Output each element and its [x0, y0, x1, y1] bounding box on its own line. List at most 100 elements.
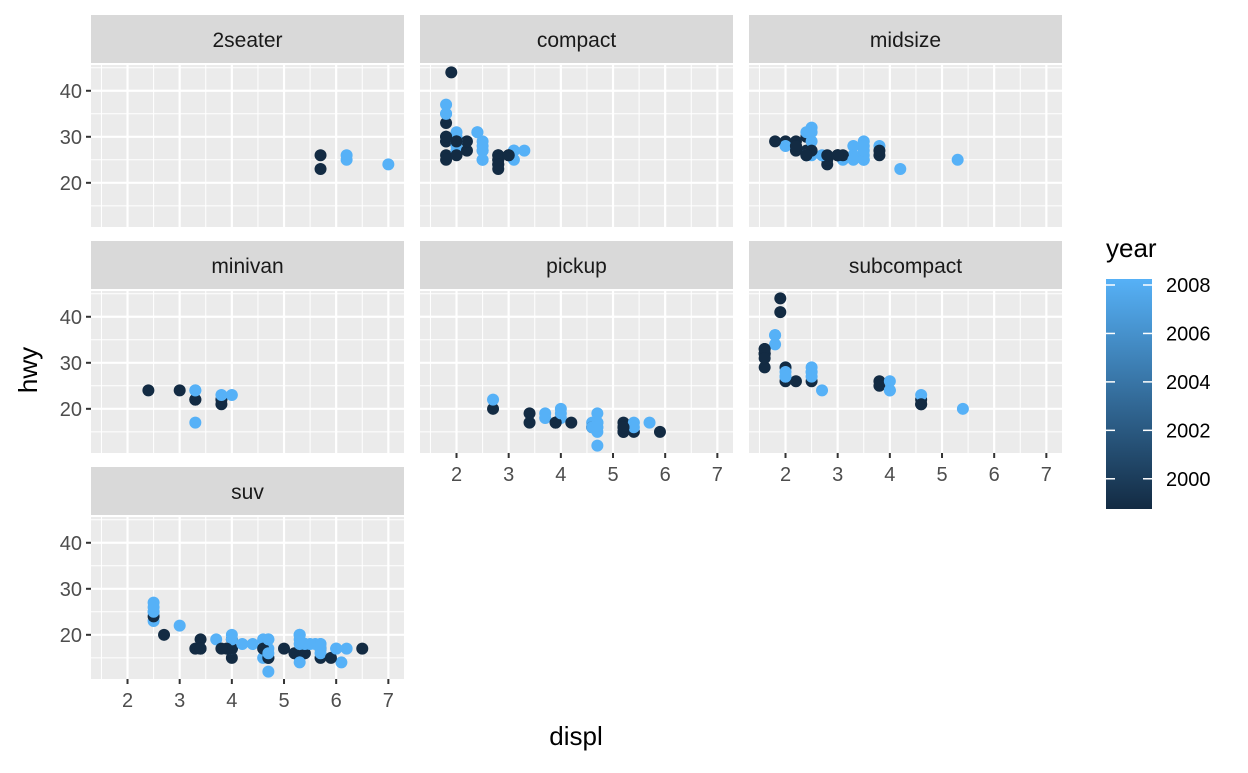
- y-tick-label: 40: [60, 533, 82, 555]
- y-tick-label: 20: [60, 399, 82, 421]
- facet-panel-pickup: pickup 2 3 4 5 6 7: [420, 241, 733, 486]
- data-point: [147, 605, 160, 618]
- x-tick-label: 5: [278, 690, 289, 712]
- data-point: [340, 642, 353, 655]
- data-point: [225, 628, 238, 641]
- data-point: [758, 342, 771, 355]
- data-point: [314, 647, 327, 660]
- x-tick-label: 4: [226, 690, 237, 712]
- data-point: [779, 370, 792, 383]
- data-point: [883, 384, 896, 397]
- data-point: [847, 153, 860, 166]
- x-tick-label: 3: [503, 464, 514, 486]
- x-tick-label: 6: [660, 464, 671, 486]
- data-point: [883, 375, 896, 388]
- data-point: [627, 421, 640, 434]
- data-point: [215, 398, 228, 411]
- data-point: [382, 158, 395, 171]
- data-point: [831, 149, 844, 162]
- data-point: [915, 389, 928, 402]
- data-point: [450, 149, 463, 162]
- data-point: [800, 126, 813, 139]
- data-point: [617, 421, 630, 434]
- x-tick-label: 7: [712, 464, 723, 486]
- data-point: [262, 665, 275, 678]
- data-point: [189, 384, 202, 397]
- data-point: [591, 407, 604, 420]
- data-point: [314, 638, 327, 651]
- data-point: [769, 329, 782, 342]
- data-point: [857, 153, 870, 166]
- data-point: [502, 149, 515, 162]
- x-tick-label: 2: [122, 690, 133, 712]
- legend-tick-label: 2000: [1166, 469, 1211, 491]
- data-point: [173, 619, 186, 632]
- legend-tick-label: 2004: [1166, 372, 1211, 394]
- data-point: [246, 638, 259, 651]
- data-point: [356, 642, 369, 655]
- data-point: [805, 135, 818, 148]
- facet-panel-2seater: 2seater 20 30 40: [60, 15, 404, 227]
- data-point: [847, 140, 860, 152]
- data-point: [304, 638, 317, 651]
- data-point: [440, 130, 453, 143]
- data-point: [956, 402, 969, 415]
- x-tick-label: 5: [607, 464, 618, 486]
- facet-panel-minivan: minivan 20 30 40: [60, 241, 404, 453]
- x-tick-label: 3: [174, 690, 185, 712]
- data-point: [194, 642, 207, 655]
- x-axis-label: displ: [549, 721, 602, 751]
- data-point: [215, 642, 228, 655]
- data-point: [293, 656, 306, 669]
- data-point: [471, 126, 484, 139]
- legend-tick-label: 2008: [1166, 275, 1211, 297]
- facet-strip: [91, 241, 404, 289]
- data-point: [643, 416, 656, 429]
- panel-background: [91, 291, 404, 453]
- facet-strip-label: compact: [537, 29, 617, 52]
- data-point: [335, 656, 348, 669]
- data-point: [523, 407, 536, 420]
- data-point: [236, 638, 249, 651]
- panel-background: [420, 291, 733, 453]
- data-point: [857, 144, 870, 157]
- data-point: [142, 384, 155, 397]
- data-point: [173, 384, 186, 397]
- facet-strip-label: 2seater: [212, 29, 282, 52]
- data-point: [440, 107, 453, 120]
- x-tick-label: 6: [331, 690, 342, 712]
- facet-strip: [420, 241, 733, 289]
- data-point: [440, 116, 453, 129]
- data-point: [805, 366, 818, 378]
- data-point: [460, 135, 473, 148]
- data-point: [215, 389, 228, 402]
- data-point: [440, 98, 453, 111]
- data-point: [293, 628, 306, 641]
- data-point: [894, 163, 907, 176]
- data-point: [769, 338, 782, 351]
- facet-strip-label: minivan: [211, 255, 283, 278]
- data-point: [445, 66, 458, 79]
- data-point: [549, 416, 562, 429]
- data-point: [476, 153, 489, 166]
- data-point: [487, 393, 500, 406]
- data-point: [774, 292, 787, 305]
- x-tick-label: 6: [989, 464, 1000, 486]
- data-point: [821, 149, 834, 162]
- data-point: [476, 144, 489, 157]
- data-point: [523, 416, 536, 429]
- data-point: [565, 416, 578, 429]
- data-point: [262, 647, 275, 660]
- y-tick-label: 30: [60, 353, 82, 375]
- y-tick-label: 20: [60, 625, 82, 647]
- x-tick-label: 4: [555, 464, 566, 486]
- data-point: [460, 144, 473, 157]
- facet-strip: [91, 467, 404, 515]
- data-point: [440, 153, 453, 166]
- panel-background: [749, 291, 1062, 453]
- x-tick-label: 7: [1041, 464, 1052, 486]
- data-point: [262, 633, 275, 646]
- data-point: [591, 425, 604, 438]
- legend-title: year: [1106, 233, 1157, 263]
